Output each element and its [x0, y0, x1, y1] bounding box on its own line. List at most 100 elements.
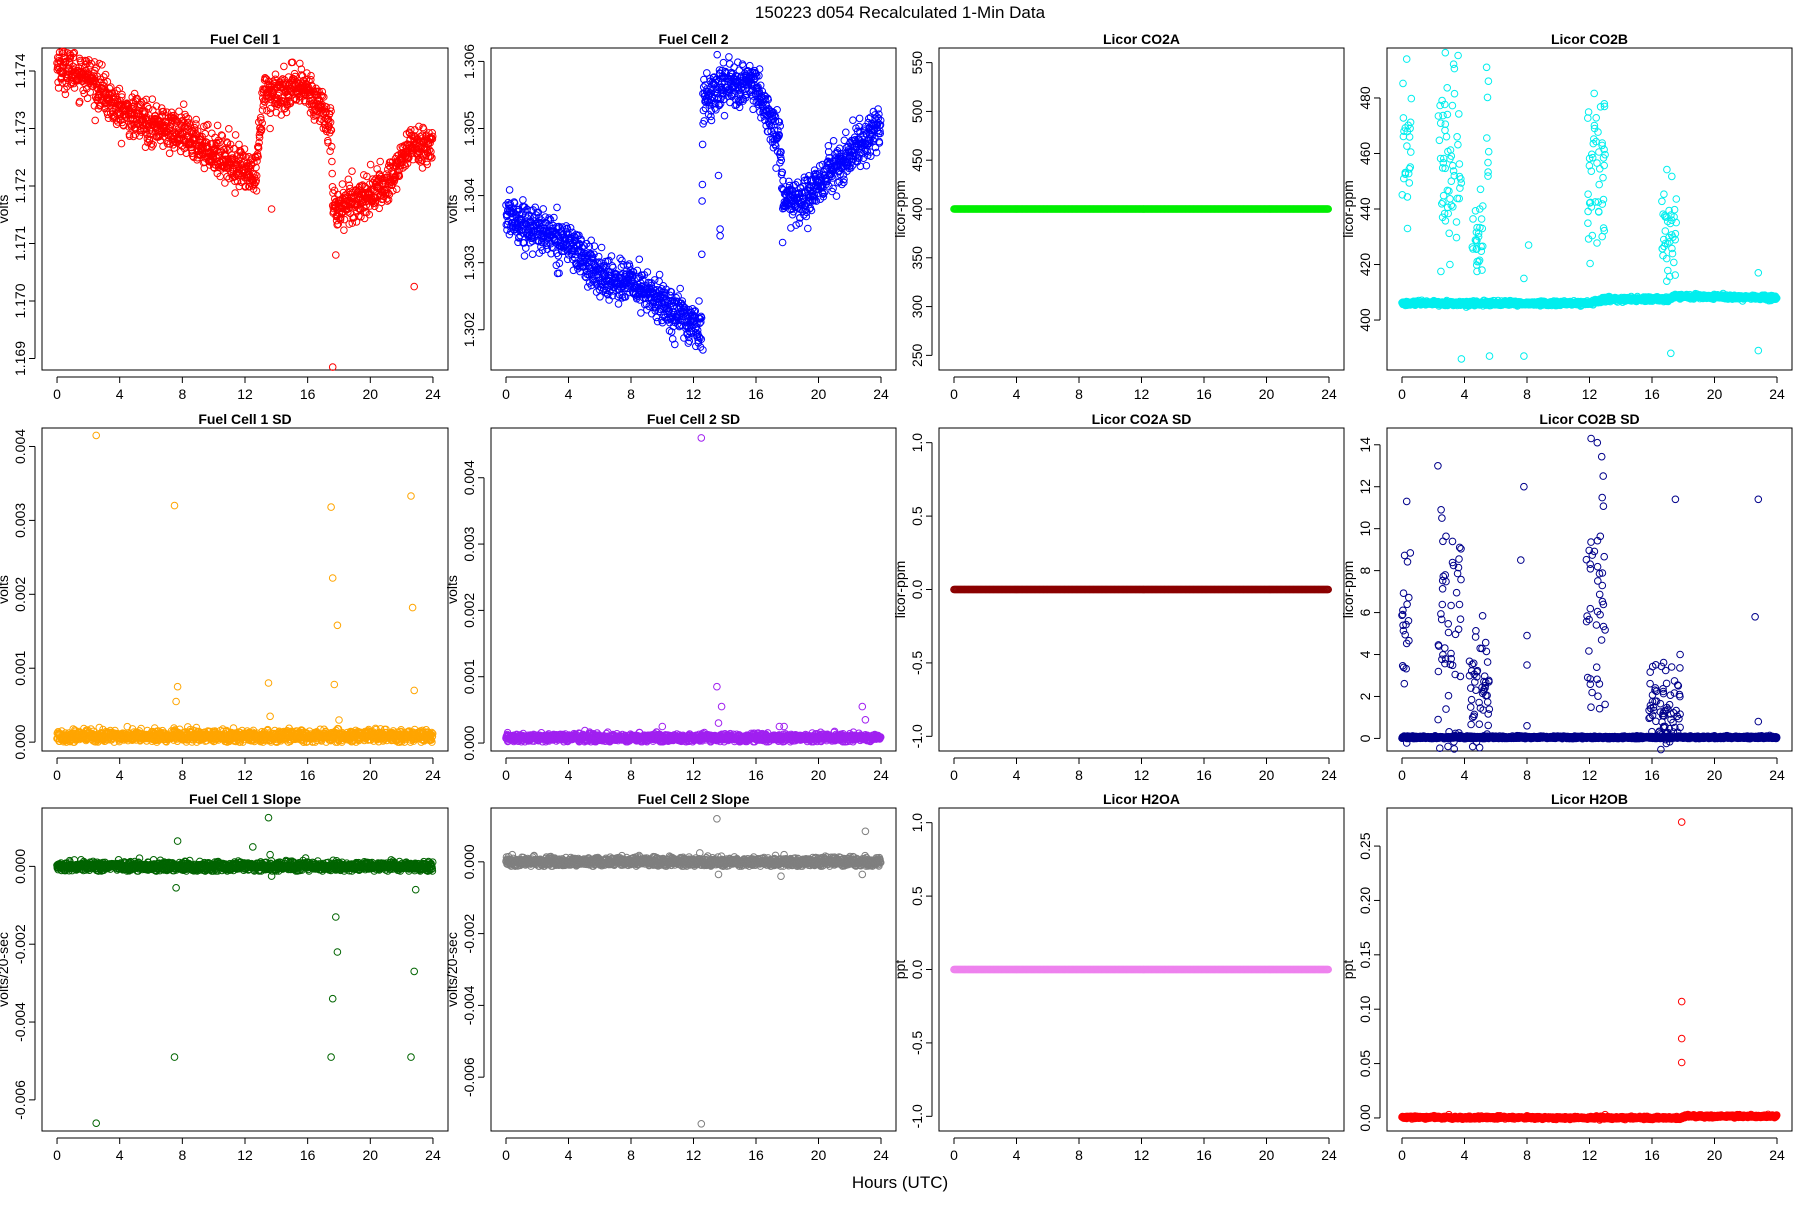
y-axis-label: licor-ppm	[892, 180, 908, 238]
panel-title: Licor CO2A	[1103, 31, 1180, 47]
data-point	[341, 227, 348, 234]
data-point	[830, 138, 837, 145]
data-point	[521, 253, 528, 260]
data-point	[1442, 127, 1449, 134]
y-tick-label: 250	[909, 343, 925, 367]
y-tick-label: 300	[909, 295, 925, 319]
x-tick-label: 0	[53, 386, 61, 402]
data-point	[84, 95, 91, 102]
data-point	[779, 239, 786, 246]
y-tick-label: 1.170	[12, 283, 28, 318]
data-point	[721, 112, 728, 119]
data-point	[843, 129, 850, 136]
data-point	[717, 233, 724, 240]
data-point	[850, 117, 857, 124]
data-point	[214, 122, 221, 129]
data-point	[272, 71, 279, 78]
panel-title: Licor CO2B	[1551, 31, 1628, 47]
x-tick-label: 24	[1769, 386, 1785, 402]
x-tick-label: 4	[116, 386, 124, 402]
data-point	[92, 117, 99, 124]
data-point	[1406, 180, 1413, 187]
data-point	[1455, 141, 1462, 148]
data-point	[232, 132, 239, 139]
data-points	[503, 51, 884, 353]
x-tick-label: 4	[565, 386, 573, 402]
y-tick-label: 1.174	[12, 53, 28, 88]
data-point	[1404, 225, 1411, 232]
data-point	[520, 197, 527, 204]
data-points	[54, 48, 436, 370]
data-point	[1408, 95, 1415, 102]
data-point	[1456, 111, 1463, 118]
data-point	[193, 116, 200, 123]
data-point	[1404, 143, 1411, 150]
data-point	[825, 143, 832, 150]
data-point	[529, 251, 536, 258]
y-tick-label: 400	[909, 197, 925, 221]
data-point	[715, 172, 722, 179]
y-tick-label: 400	[1357, 308, 1373, 332]
data-point	[328, 143, 335, 150]
x-tick-label: 20	[1259, 386, 1275, 402]
data-point	[411, 283, 418, 290]
y-tick-label: 1.173	[12, 111, 28, 146]
x-tick-label: 0	[502, 386, 510, 402]
panel-title: Fuel Cell 2	[658, 31, 728, 47]
data-point	[1444, 111, 1451, 118]
data-point	[726, 54, 733, 61]
y-tick-label: 1.172	[12, 168, 28, 203]
x-tick-label: 20	[811, 386, 827, 402]
x-tick-label: 12	[1134, 386, 1150, 402]
data-point	[232, 190, 239, 197]
data-point	[805, 225, 812, 232]
data-point	[615, 301, 622, 308]
x-tick-label: 8	[1523, 386, 1531, 402]
data-point	[1453, 219, 1460, 226]
y-tick-label: 440	[1357, 197, 1373, 221]
data-point	[720, 59, 727, 66]
data-point	[267, 125, 274, 132]
data-point	[1408, 149, 1415, 156]
x-tick-label: 0	[950, 386, 958, 402]
data-point	[145, 106, 152, 113]
x-tick-label: 12	[237, 386, 253, 402]
data-point	[329, 158, 336, 165]
data-point	[619, 257, 626, 264]
data-point	[750, 106, 757, 113]
y-axis-label: licor-ppm	[1340, 180, 1356, 238]
data-point	[636, 256, 643, 263]
x-tick-label: 12	[686, 386, 702, 402]
data-point	[327, 148, 334, 155]
data-point	[349, 168, 356, 175]
x-tick-label: 12	[1582, 386, 1598, 402]
y-tick-label: 1.305	[461, 111, 477, 146]
data-points	[951, 206, 1332, 213]
x-tick-label: 16	[300, 386, 316, 402]
y-axis-label: volts	[444, 195, 460, 224]
data-point	[1400, 80, 1407, 87]
x-tick-label: 20	[1707, 386, 1723, 402]
y-tick-label: 1.306	[461, 44, 477, 79]
data-point	[281, 63, 288, 70]
data-point	[617, 255, 624, 262]
data-points	[1399, 49, 1780, 362]
data-point	[554, 204, 561, 211]
data-point	[236, 141, 243, 148]
y-axis-label: volts	[0, 195, 11, 224]
data-point	[333, 252, 340, 259]
data-point	[268, 206, 275, 213]
data-point	[393, 186, 400, 193]
data-point	[419, 165, 426, 172]
data-point	[696, 298, 703, 305]
x-tick-label: 16	[1644, 386, 1660, 402]
